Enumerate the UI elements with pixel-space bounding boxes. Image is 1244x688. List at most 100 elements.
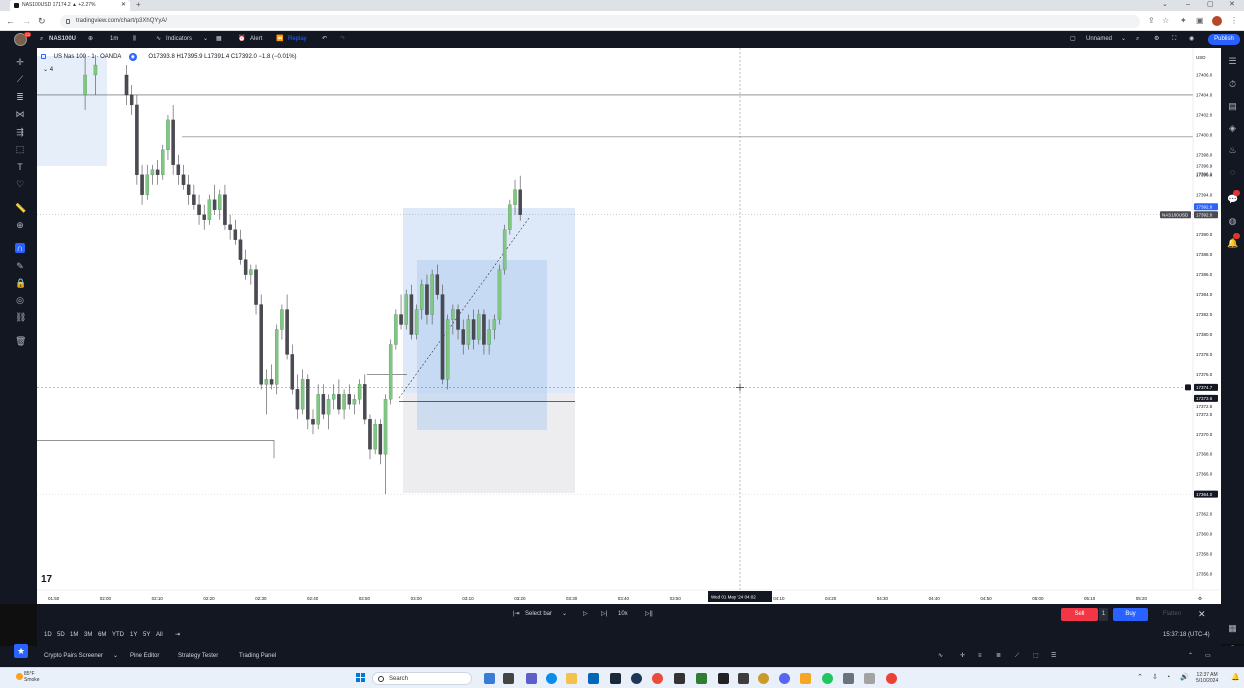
tab-close-icon[interactable]: ✕ [120,2,126,8]
chat-icon[interactable]: 💬 [1227,194,1239,204]
indicators-button[interactable]: Indicators [166,36,193,42]
url-field[interactable]: tradingview.com/chart/p3XhQYyA/ [60,15,1140,28]
terminal-icon[interactable] [738,673,749,684]
favorites-heart-icon[interactable]: ♡ [15,179,25,189]
notifications-icon[interactable]: 🔔 [1231,674,1240,681]
app-icon-red[interactable] [652,673,663,684]
range-3m[interactable]: 3M [84,632,93,638]
close-window-icon[interactable]: ✕ [1229,1,1235,8]
app-icon-light[interactable] [864,673,875,684]
app-icon-gold[interactable] [758,673,769,684]
drawing-mode-icon[interactable]: ✎ [16,261,24,271]
steam-icon[interactable] [610,673,621,684]
trash-icon[interactable]: 🗑 [15,336,27,346]
add-symbol-icon[interactable]: ⊕ [88,36,94,42]
fullscreen-icon[interactable]: ⛶ [1172,36,1177,42]
alert-button[interactable]: Alert [250,36,263,42]
browser-tab[interactable]: NAS100USD 17174.2 ▲ +2.27% ✕ [10,0,130,11]
hotlist-fire-icon[interactable]: ♨ [1228,145,1237,155]
bar-style-icon[interactable]: ⫼ [133,36,136,42]
zoom-icon[interactable]: ⊕ [16,220,24,230]
snapshot-camera-icon[interactable]: ◉ [1189,36,1195,42]
trendline-tool-icon[interactable]: ⟋ [1015,653,1020,659]
widgets-icon[interactable] [503,673,514,684]
favorites-star-icon[interactable]: ★ [14,644,28,658]
ideas-bulb-icon[interactable]: ◌ [1229,167,1236,177]
range-5d[interactable]: 5D [57,632,65,638]
publish-button[interactable]: Publish [1208,34,1240,45]
range-6m[interactable]: 6M [98,632,107,638]
chrome-icon[interactable] [886,673,897,684]
profile-avatar-icon[interactable] [1212,16,1222,26]
teams-icon[interactable] [526,673,537,684]
ruler-icon[interactable]: 📏 [15,203,27,213]
file-explorer-icon[interactable] [566,673,577,684]
forecast-icon[interactable]: ⇶ [16,127,24,137]
maximize-icon[interactable]: ▢ [1207,1,1214,8]
extensions-icon[interactable]: ✦ [1180,16,1187,25]
lock-drawings-icon[interactable]: 🔒 [15,278,27,288]
time-axis[interactable] [37,590,1221,604]
layers-icon[interactable]: ◈ [1229,123,1236,133]
chevron-down-icon[interactable]: ⌄ [1162,1,1168,8]
select-bar-icon[interactable]: |⇥ [513,611,520,617]
range-all[interactable]: All [156,632,163,638]
edge-icon[interactable] [546,673,557,684]
redo-icon[interactable]: ↷ [340,36,346,42]
streams-icon[interactable]: ◍ [1228,216,1237,226]
rectangle-tool-icon[interactable]: ⬚ [1033,653,1039,659]
watchlist-icon[interactable]: ☰ [1228,56,1237,66]
tab-trading-panel[interactable]: Trading Panel [239,653,277,659]
sidepanel-icon[interactable]: ▣ [1196,16,1204,25]
tab-pine-editor[interactable]: Pine Editor [130,653,160,659]
indicators-icon[interactable]: ∿ [156,36,162,42]
screener-dropdown-icon[interactable]: ⌄ [113,653,119,659]
indicators-dropdown-icon[interactable]: ⌄ [203,36,209,42]
app-icon-blue[interactable] [631,673,642,684]
chart-pane[interactable]: USD 17406.0 17404.0 17402.0 17400.0 17398.0 17… [37,48,1221,604]
sell-button[interactable]: Sell [1061,608,1098,621]
replay-icon[interactable]: ⏪ [276,36,284,42]
price-axis[interactable] [1193,48,1221,604]
hide-drawings-eye-icon[interactable]: ◎ [16,295,24,305]
app-icon-dark[interactable] [674,673,685,684]
magnet-icon[interactable]: ∩ [15,243,25,253]
go-to-date-icon[interactable]: ⇥ [175,632,181,638]
range-ytd[interactable]: YTD [112,632,124,638]
buy-button[interactable]: Buy [1113,608,1148,621]
close-replay-icon[interactable]: ✕ [1198,609,1206,619]
range-5y[interactable]: 5Y [143,632,151,638]
new-tab-button[interactable]: + [136,0,141,9]
discord-icon[interactable] [779,673,790,684]
app-icon-green[interactable] [696,673,707,684]
user-avatar[interactable] [14,33,27,46]
symbol-search-icon[interactable]: ⌕ [40,36,44,42]
legend-visibility-eye-icon[interactable]: ◉ [128,53,137,61]
layout-name-button[interactable]: Unnamed [1086,36,1113,42]
text-icon[interactable]: T [17,162,23,172]
settings-gear-icon[interactable]: ⚙ [1154,36,1160,42]
step-forward-icon[interactable]: ▷| [601,611,608,617]
crosshair-tool-icon[interactable]: ✛ [960,653,966,659]
tab-strategy-tester[interactable]: Strategy Tester [178,653,219,659]
windows-start-icon[interactable] [356,673,366,683]
back-arrow-icon[interactable]: ← [6,16,15,26]
symbol-search-button[interactable]: NAS100U [49,36,77,42]
legend-symbol[interactable]: US Nas 100 [53,54,87,60]
trendline-icon[interactable]: ⟋ [16,74,24,84]
layouts-grid-icon[interactable]: ▦ [216,36,222,42]
notifications-bell-icon[interactable]: 🔔 [1227,238,1239,248]
add-alert-plus-icon[interactable] [1185,384,1191,391]
weather-widget[interactable]: 85°F Smoke [16,671,40,683]
pattern-icon[interactable]: ⋈ [15,109,25,119]
select-bar-button[interactable]: Select bar [525,611,553,617]
taskbar-clock[interactable]: 12:37 AM 5/10/2024 [1196,672,1218,684]
parallel-channel-icon[interactable]: ☰ [1051,653,1057,659]
data-window-icon[interactable]: ▤ [1228,101,1237,111]
app-icon-black[interactable] [718,673,729,684]
alert-icon[interactable]: ⏰ [238,36,246,42]
tray-download-icon[interactable]: ⇩ [1152,674,1158,681]
play-icon[interactable]: ▷ [583,611,588,617]
browser-menu-icon[interactable]: ⋮ [1230,16,1238,25]
range-1y[interactable]: 1Y [130,632,138,638]
